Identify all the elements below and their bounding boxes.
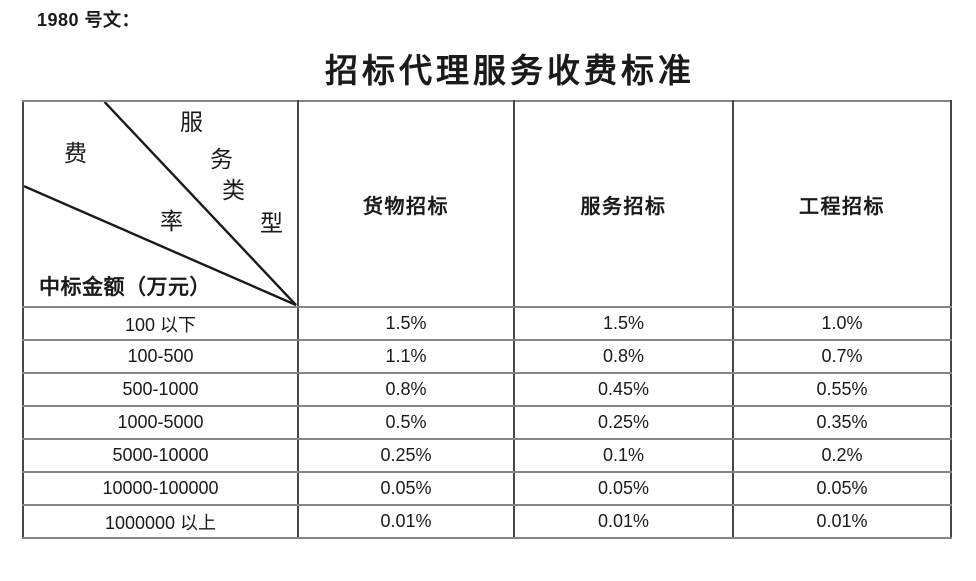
rate-cell: 0.35% bbox=[732, 405, 952, 440]
amount-axis-label: 中标金额（万元） bbox=[39, 275, 211, 299]
header-row: 费 率 服 务 类 型 中标金额（万元） 货物招标 服务招标 工程招标 bbox=[22, 100, 952, 308]
table-row: 10000-100000 0.05% 0.05% 0.05% bbox=[22, 471, 952, 506]
rate-cell: 0.8% bbox=[513, 339, 734, 374]
rate-cell: 0.05% bbox=[732, 471, 952, 506]
amount-range-cell: 5000-10000 bbox=[22, 438, 299, 473]
rate-cell: 0.8% bbox=[297, 372, 515, 407]
table-row: 1000000 以上 0.01% 0.01% 0.01% bbox=[22, 504, 952, 539]
amount-range-cell: 500-1000 bbox=[22, 372, 299, 407]
amount-range-cell: 100 以下 bbox=[22, 306, 299, 341]
rate-cell: 0.01% bbox=[297, 504, 515, 539]
corner-type-char-1: 服 bbox=[180, 110, 203, 135]
rate-cell: 0.05% bbox=[513, 471, 734, 506]
rate-cell: 0.05% bbox=[297, 471, 515, 506]
rate-cell: 0.1% bbox=[513, 438, 734, 473]
diagonal-corner-cell: 费 率 服 务 类 型 中标金额（万元） bbox=[22, 100, 299, 308]
rate-cell: 1.1% bbox=[297, 339, 515, 374]
rate-cell: 1.5% bbox=[297, 306, 515, 341]
corner-type-char-3: 类 bbox=[222, 178, 245, 203]
column-header-goods: 货物招标 bbox=[297, 100, 515, 308]
rate-cell: 0.2% bbox=[732, 438, 952, 473]
table-row: 100-500 1.1% 0.8% 0.7% bbox=[22, 339, 952, 374]
column-header-engineering: 工程招标 bbox=[732, 100, 952, 308]
amount-range-cell: 10000-100000 bbox=[22, 471, 299, 506]
rate-cell: 0.7% bbox=[732, 339, 952, 374]
document-number-label: 1980 号文： bbox=[37, 10, 141, 30]
amount-range-cell: 1000-5000 bbox=[22, 405, 299, 440]
fee-standard-table: 费 率 服 务 类 型 中标金额（万元） 货物招标 服务招标 工程招标 100 … bbox=[22, 100, 952, 539]
corner-fee-char-2: 率 bbox=[160, 209, 183, 234]
corner-type-char-4: 型 bbox=[260, 211, 283, 236]
diagonal-line-lower bbox=[24, 185, 297, 306]
rate-cell: 0.25% bbox=[297, 438, 515, 473]
rate-cell: 0.55% bbox=[732, 372, 952, 407]
rate-cell: 0.01% bbox=[732, 504, 952, 539]
column-header-services: 服务招标 bbox=[513, 100, 734, 308]
rate-cell: 0.45% bbox=[513, 372, 734, 407]
rate-cell: 1.0% bbox=[732, 306, 952, 341]
amount-range-cell: 1000000 以上 bbox=[22, 504, 299, 539]
page-title: 招标代理服务收费标准 bbox=[325, 54, 695, 90]
corner-fee-char-1: 费 bbox=[64, 141, 87, 166]
table-row: 500-1000 0.8% 0.45% 0.55% bbox=[22, 372, 952, 407]
table-row: 1000-5000 0.5% 0.25% 0.35% bbox=[22, 405, 952, 440]
rate-cell: 0.5% bbox=[297, 405, 515, 440]
rate-cell: 0.01% bbox=[513, 504, 734, 539]
table-row: 5000-10000 0.25% 0.1% 0.2% bbox=[22, 438, 952, 473]
corner-type-char-2: 务 bbox=[210, 147, 233, 172]
rate-cell: 1.5% bbox=[513, 306, 734, 341]
diagonal-lines-graphic bbox=[24, 102, 297, 306]
amount-range-cell: 100-500 bbox=[22, 339, 299, 374]
diagonal-line-upper bbox=[103, 102, 297, 306]
table-row: 100 以下 1.5% 1.5% 1.0% bbox=[22, 306, 952, 341]
rate-cell: 0.25% bbox=[513, 405, 734, 440]
